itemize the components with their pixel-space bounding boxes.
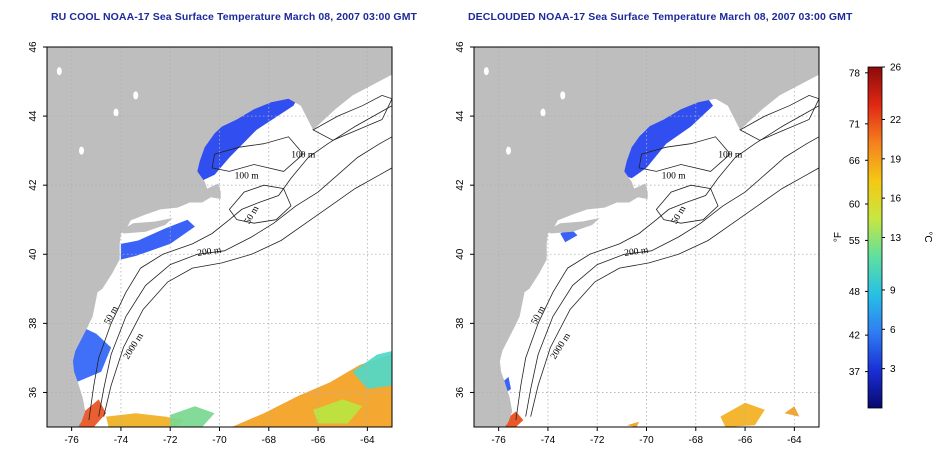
y-tick-label: 44 (455, 110, 466, 122)
x-tick-label: -76 (491, 435, 506, 446)
x-tick-label: -72 (590, 435, 605, 446)
x-tick-label: -66 (311, 435, 326, 446)
isobath (655, 184, 719, 224)
y-tick-label: 36 (28, 386, 39, 398)
colorbar-label-c: 3 (890, 364, 896, 375)
isobath (228, 184, 292, 224)
colorbar-label-c: 19 (890, 154, 902, 165)
colorbar-label-f: 48 (849, 287, 861, 298)
y-tick-label: 46 (28, 41, 39, 53)
y-tick-label: 40 (455, 248, 466, 260)
lake (56, 67, 62, 76)
colorbar-ramp (867, 66, 883, 409)
y-tick-label: 46 (455, 41, 466, 53)
isobath (211, 136, 304, 172)
colorbar-label-c: 13 (890, 233, 902, 244)
sst-patch (784, 406, 800, 417)
lake (79, 146, 84, 155)
x-tick-label: -70 (212, 435, 227, 446)
y-tick-label: 42 (28, 179, 39, 191)
lake (133, 91, 139, 100)
isobath (638, 136, 731, 172)
isobath (312, 94, 392, 141)
x-tick-label: -70 (639, 435, 654, 446)
contour-label: 100 m (235, 171, 260, 181)
colorbar-label-c: 22 (890, 115, 902, 126)
x-tick-label: -68 (689, 435, 704, 446)
colorbar-label-f: 60 (849, 199, 861, 210)
isobath (530, 167, 819, 417)
isobath (525, 136, 819, 417)
sst-patch (352, 351, 392, 389)
y-tick-label: 42 (455, 179, 466, 191)
colorbar-label-c: 9 (890, 285, 896, 296)
x-tick-label: -74 (541, 435, 556, 446)
colorbar-label-f: 42 (849, 331, 861, 342)
sst-patch (626, 421, 640, 427)
isobath (103, 167, 392, 417)
lake (506, 146, 511, 155)
nova-scotia (355, 47, 392, 75)
colorbar-label-f: 66 (849, 156, 861, 167)
y-tick-label: 38 (28, 317, 39, 329)
panel-title-raw: RU COOL NOAA-17 Sea Surface Temperature … (51, 11, 418, 23)
x-tick-label: -64 (360, 435, 375, 446)
panel-title-declouded: DECLOUDED NOAA-17 Sea Surface Temperatur… (468, 11, 853, 23)
colorbar: 26 22 19 16 13 9 6 3 78 71 66 60 55 48 42 37 °F °C (833, 63, 933, 409)
contour-label: 200 m (624, 246, 650, 259)
colorbar-label-f: 37 (849, 367, 861, 378)
long-island (122, 218, 173, 234)
x-tick-label: -76 (64, 435, 79, 446)
colorbar-label-f: 78 (849, 68, 861, 79)
y-tick-label: 44 (28, 110, 39, 122)
sst-patch (194, 81, 304, 182)
sst-patch (170, 406, 215, 427)
x-tick-label: -68 (262, 435, 277, 446)
x-tick-label: -64 (787, 435, 802, 446)
lake (113, 108, 119, 117)
lake (483, 67, 489, 76)
colorbar-label-c: 16 (890, 194, 902, 205)
colorbar-label-f: 71 (849, 119, 861, 130)
isobath (515, 105, 819, 421)
unit-celsius: °C (922, 231, 933, 242)
sst-patch (106, 413, 185, 427)
x-tick-label: -74 (114, 435, 129, 446)
sst-patch (120, 219, 195, 260)
x-tick-label: -66 (738, 435, 753, 446)
y-tick-label: 36 (455, 386, 466, 398)
colorbar-label-f: 55 (849, 236, 861, 247)
lake (560, 91, 566, 100)
land-mass (474, 47, 819, 427)
sst-patch (313, 399, 363, 424)
contour-label: 100 m (718, 151, 743, 161)
contour-label: 100 m (291, 151, 316, 161)
isobath (88, 105, 392, 421)
lake (540, 108, 546, 117)
y-tick-label: 38 (455, 317, 466, 329)
isobath (739, 94, 819, 141)
nova-scotia (782, 47, 819, 75)
x-tick-label: -72 (163, 435, 178, 446)
land-mass (47, 47, 392, 427)
colorbar-label-c: 26 (890, 63, 902, 74)
isobath (98, 136, 392, 417)
contour-label: 200 m (197, 246, 223, 259)
unit-fahrenheit: °F (833, 232, 844, 242)
y-tick-label: 40 (28, 248, 39, 260)
contour-label: 100 m (662, 171, 687, 181)
sst-patch (720, 402, 765, 427)
long-island (549, 218, 600, 234)
colorbar-label-c: 6 (890, 325, 896, 336)
